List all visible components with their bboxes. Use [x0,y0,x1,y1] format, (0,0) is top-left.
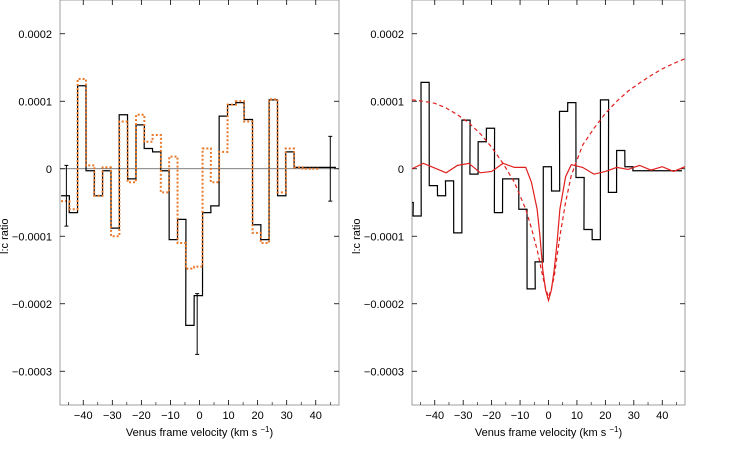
right-ytick-label: 0.0001 [370,96,404,108]
right-xaxis-label: Venus frame velocity (km s −1) [475,425,622,439]
left-xtick-label: 30 [281,410,293,422]
right-panel: −0.0003 −0.0002 −0.0001 0 0.0001 0.0002 −40 −30… [351,0,686,439]
left-xtick-label: 40 [310,410,322,422]
right-ytick-label: 0.0002 [370,29,404,41]
left-xaxis-label-sup: −1 [260,425,270,434]
left-ytick-label: 0 [46,164,52,176]
left-yaxis-label: l:c ratio [0,219,11,254]
left-series-1-step-dotted [61,77,320,270]
left-ytick-label: 0.0002 [18,29,52,41]
right-ytick-label: −0.0003 [364,366,404,378]
left-ytick-label: −0.0003 [12,366,52,378]
left-series-0-step-solid [61,85,336,326]
right-xaxis-label-main: Venus frame velocity (km s [475,427,610,439]
left-ytick-label: −0.0001 [12,231,52,243]
right-xaxis-label-close: ) [618,427,622,439]
left-panel: −0.0003 −0.0002 −0.0001 0 0.0001 0.0002 −40 −30… [0,0,340,439]
right-xtick-label: −40 [425,410,444,422]
left-xtick-label: −20 [132,410,151,422]
right-xtick-label: 0 [545,410,551,422]
right-series-0-step-solid [412,81,682,290]
left-xtick-label: 20 [252,410,264,422]
left-xaxis-label-close: ) [269,427,273,439]
left-xtick-label: −30 [103,410,122,422]
left-xtick-label: 0 [196,410,202,422]
right-plot-frame [411,0,686,406]
right-xtick-label: −30 [454,410,473,422]
left-xtick-label: −40 [74,410,93,422]
right-xtick-label: 30 [628,410,640,422]
right-yaxis-label: l:c ratio [351,219,363,254]
left-xtick-label: 10 [222,410,234,422]
right-xtick-label: −20 [482,410,501,422]
left-xaxis-label-main: Venus frame velocity (km s [126,427,261,439]
right-series-1-line-solid [412,162,685,303]
left-xaxis-label: Venus frame velocity (km s −1) [126,425,273,439]
right-series-2-line-dashed [412,58,685,299]
right-xtick-label: 10 [571,410,583,422]
left-plot-frame [59,0,340,406]
right-xtick-label: 40 [656,410,668,422]
left-xtick-label: −10 [161,410,180,422]
right-xtick-label: −10 [511,410,530,422]
right-ytick-label: −0.0001 [364,231,404,243]
right-xtick-label: 20 [599,410,611,422]
left-ytick-label: 0.0001 [18,96,52,108]
right-ytick-label: 0 [398,164,404,176]
right-xaxis-label-sup: −1 [609,425,619,434]
left-ytick-label: −0.0002 [12,299,52,311]
right-ytick-label: −0.0002 [364,299,404,311]
